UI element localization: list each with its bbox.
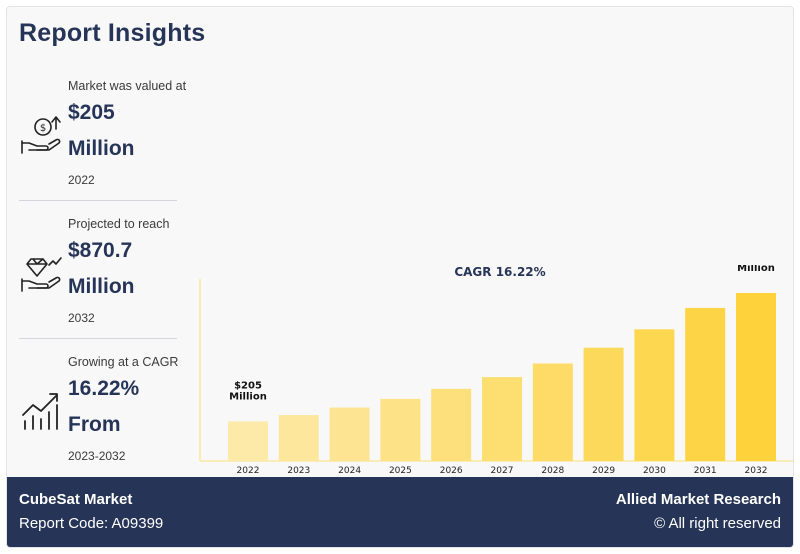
bar-2024: [329, 407, 370, 461]
stat-value: $870.7: [68, 239, 133, 262]
bar-2028: [532, 363, 573, 461]
stat-year: 2032: [68, 311, 95, 325]
brand-name: Allied Market Research: [615, 491, 781, 508]
stat-cagr: Growing at a CAGR 16.22% From 2023-2032: [19, 355, 179, 467]
bar-2025: [380, 398, 421, 461]
market-name: CubeSat Market: [19, 491, 133, 508]
x-tick-label: 2027: [491, 466, 514, 476]
x-tick-label: 2029: [592, 466, 615, 476]
footer: CubeSat Market Report Code: A09399 Allie…: [7, 477, 793, 547]
stat-value-unit: From: [68, 413, 121, 436]
bar-2029: [583, 347, 624, 461]
stat-value-unit: Million: [68, 275, 135, 298]
stat-year: 2023-2032: [68, 449, 126, 463]
bar-2031: [685, 307, 726, 461]
x-tick-label: 2022: [237, 466, 260, 476]
bar-2022: [228, 421, 268, 461]
stat-value: 16.22%: [68, 377, 140, 400]
stat-value: $205: [68, 101, 115, 124]
data-label-unit: Million: [737, 265, 775, 274]
data-label: $205: [234, 380, 262, 391]
x-tick-label: 2026: [440, 466, 463, 476]
bar-group: 2022 2023 2024 2025 2026 2027 2028 2029 2030 2031…: [228, 265, 776, 476]
stat-market-value: Market was valued at $205 Million 2022 $: [19, 79, 186, 191]
x-tick-label: 2031: [694, 466, 717, 476]
stat-projected-value: Projected to reach $870.7 Million 2032: [19, 217, 179, 329]
data-label-unit: Million: [229, 391, 267, 402]
x-tick-label: 2030: [643, 466, 666, 476]
copyright: © All right reserved: [654, 515, 781, 532]
stat-value-unit: Million: [68, 137, 135, 160]
x-tick-label: 2025: [389, 466, 412, 476]
x-tick-label: 2024: [338, 466, 361, 476]
x-tick-label: 2032: [745, 466, 768, 476]
svg-text:$: $: [40, 123, 46, 134]
page-title: Report Insights: [19, 19, 206, 47]
stat-label: Projected to reach: [68, 217, 170, 231]
stat-label: Market was valued at: [68, 79, 187, 93]
bar-2023: [278, 415, 319, 461]
stat-year: 2022: [68, 173, 95, 187]
x-tick-label: 2023: [287, 466, 310, 476]
cagr-label: CAGR 16.22%: [454, 265, 545, 279]
growth-chart-icon: [22, 393, 58, 430]
report-card: Report Insights Market was valued at $20…: [6, 6, 794, 548]
diamond-hand-icon: [21, 257, 62, 292]
money-hand-icon: $: [21, 116, 61, 154]
bar-chart: CAGR 16.22% 2022 2023 2024 2025 2026 2027 2028…: [199, 265, 793, 476]
x-tick-label: 2028: [541, 466, 564, 476]
divider: [19, 200, 177, 201]
bar-2027: [482, 377, 522, 461]
bar-2026: [431, 388, 472, 461]
stat-label: Growing at a CAGR: [68, 355, 179, 369]
bar-2032: [736, 293, 776, 461]
report-code: Report Code: A09399: [19, 515, 164, 532]
bar-2030: [634, 329, 675, 461]
divider: [19, 338, 177, 339]
